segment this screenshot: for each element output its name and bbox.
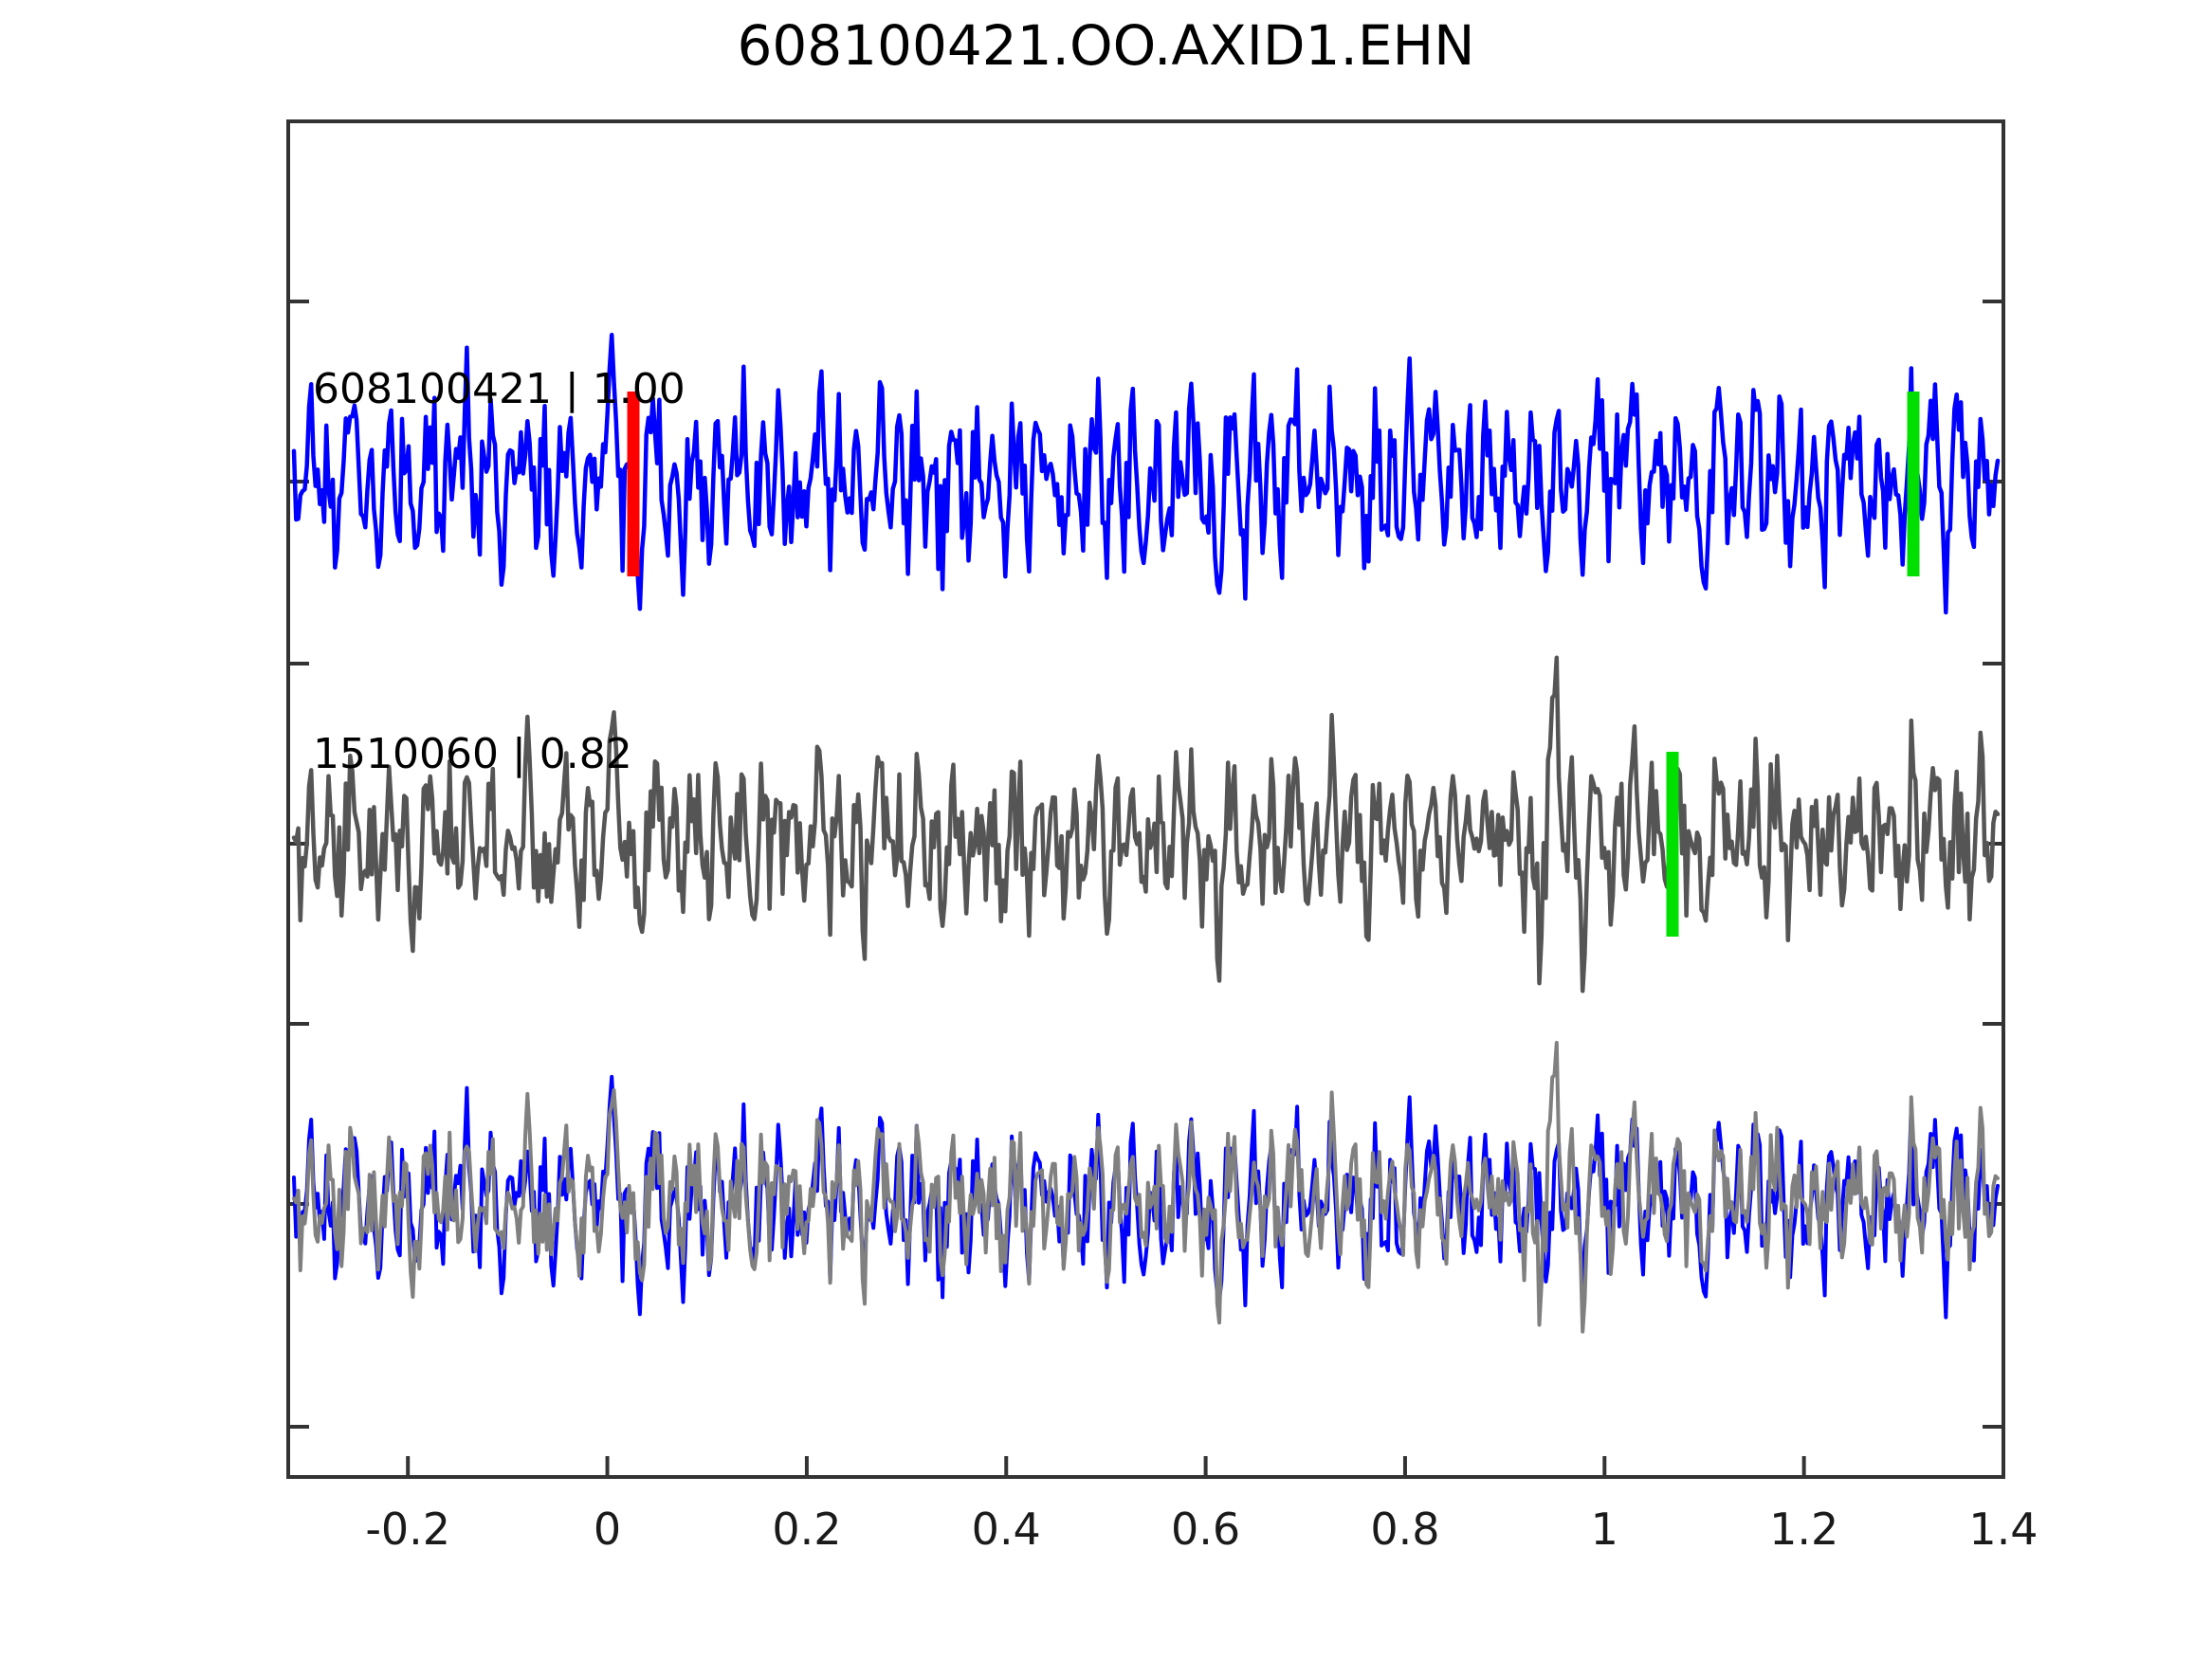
x-tick-label: 0.4 — [971, 1504, 1041, 1555]
pick-red-top — [627, 392, 640, 576]
axes-border — [286, 119, 2005, 1479]
waveform-trace-608100421-1-00 — [291, 333, 2001, 615]
trace-label-middle: 1510060 | 0.82 — [313, 730, 632, 778]
waveform-trace-1510060-0-82 — [291, 655, 2001, 994]
x-tick-label: 0.6 — [1171, 1504, 1241, 1555]
x-tick-label: 0.8 — [1370, 1504, 1440, 1555]
page-title: 608100421.OO.AXID1.EHN — [737, 13, 1475, 78]
x-tick-label: 1.4 — [1968, 1504, 2038, 1555]
x-tick-label: 0.2 — [772, 1504, 842, 1555]
x-tick-label: -0.2 — [365, 1504, 451, 1555]
pick-green-middle — [1666, 752, 1679, 937]
x-tick-label: 1.2 — [1769, 1504, 1839, 1555]
pick-green-top — [1907, 392, 1920, 576]
x-tick-label: 0 — [593, 1504, 622, 1555]
waveform-trace-overlay-gray — [292, 1041, 2000, 1334]
axes-frame — [286, 119, 2005, 1479]
x-tick-label: 1 — [1590, 1504, 1618, 1555]
pick-markers — [627, 392, 1920, 937]
trace-label-top: 608100421 | 1.00 — [313, 365, 686, 413]
waveform-traces — [291, 333, 2001, 1334]
